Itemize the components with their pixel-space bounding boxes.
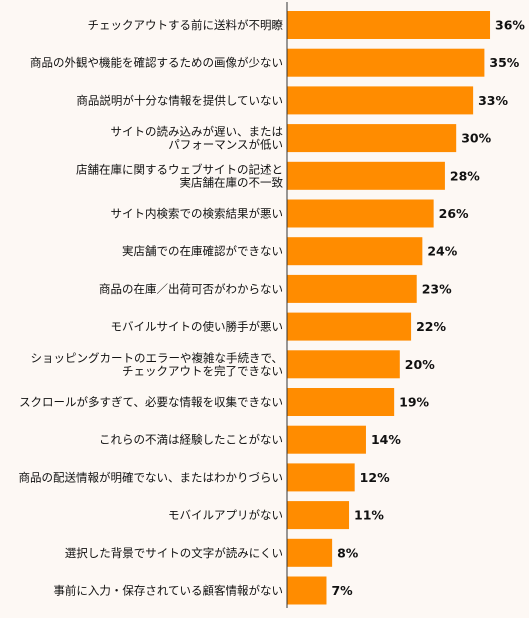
value-label-9: 20% [405,357,435,372]
category-label-11: これらの不満は経験したことがない [99,433,283,447]
category-label-3-line-1: パフォーマンスが低い [168,138,283,152]
category-label-14: 選択した背景でサイトの文字が読みにくい [65,546,283,560]
bar-2 [287,86,474,115]
category-label-15: 事前に入力・保存されている顧客情報がない [53,584,283,598]
bar-5 [287,199,434,228]
category-label-13: モバイルアプリがない [168,508,283,522]
category-label-4-line-0: 店舗在庫に関するウェブサイトの記述と [76,162,283,176]
value-label-3: 30% [461,131,491,146]
value-labels-group: 36% 35% 33% 30% 28% 26% 24% 23% 22% 20% 19% 14% 12% 1… [331,18,525,599]
value-label-7: 23% [422,281,452,296]
value-label-4: 28% [450,168,480,183]
bar-15 [287,576,327,605]
category-label-7: 商品の在庫／出荷可否がわからない [99,282,283,296]
value-label-10: 19% [399,395,429,410]
value-label-5: 26% [439,206,469,221]
category-label-2: 商品説明が十分な情報を提供していない [76,93,283,107]
bar-3 [287,124,457,153]
bar-12 [287,463,355,492]
bar-9 [287,350,400,379]
category-label-1: 商品の外観や機能を確認するための画像が少ない [30,56,283,70]
category-label-8: モバイルサイトの使い勝手が悪い [111,320,284,334]
bar-11 [287,425,366,454]
value-label-13: 11% [354,508,384,523]
value-label-6: 24% [427,244,457,259]
bar-13 [287,501,350,530]
value-label-15: 7% [331,583,353,598]
category-label-3-line-0: サイトの読み込みが遅い、または [111,125,284,139]
bar-6 [287,237,423,266]
bar-1 [287,48,485,77]
category-label-5: サイト内検索での検索結果が悪い [111,207,284,221]
category-label-4-line-1: 実店舗在庫の不一致 [180,175,284,189]
value-label-11: 14% [371,432,401,447]
category-label-0: チェックアウトする前に送料が不明瞭 [88,18,284,32]
value-label-0: 36% [495,18,525,33]
bar-14 [287,538,333,567]
category-label-12: 商品の配送情報が明確でない、またはわかりづらい [19,470,284,484]
bar-4 [287,161,445,190]
value-label-2: 33% [478,93,508,108]
bar-10 [287,388,395,416]
bars-group [287,11,491,605]
category-label-10: スクロールが多すぎて、必要な情報を収集できない [19,395,283,409]
category-labels-group: チェックアウトする前に送料が不明瞭商品の外観や機能を確認するための画像が少ない商… [19,18,284,598]
bar-7 [287,274,417,303]
value-label-14: 8% [337,545,359,560]
value-label-8: 22% [416,319,446,334]
bar-0 [287,11,491,39]
value-label-12: 12% [360,470,390,485]
value-label-1: 35% [489,55,519,70]
category-label-6: 実店舗での在庫確認ができない [122,244,283,258]
bar-8 [287,312,412,341]
category-label-9-line-0: ショッピングカートのエラーや複雑な手続きで、 [30,351,283,365]
category-label-9-line-1: チェックアウトを完了できない [122,364,283,378]
